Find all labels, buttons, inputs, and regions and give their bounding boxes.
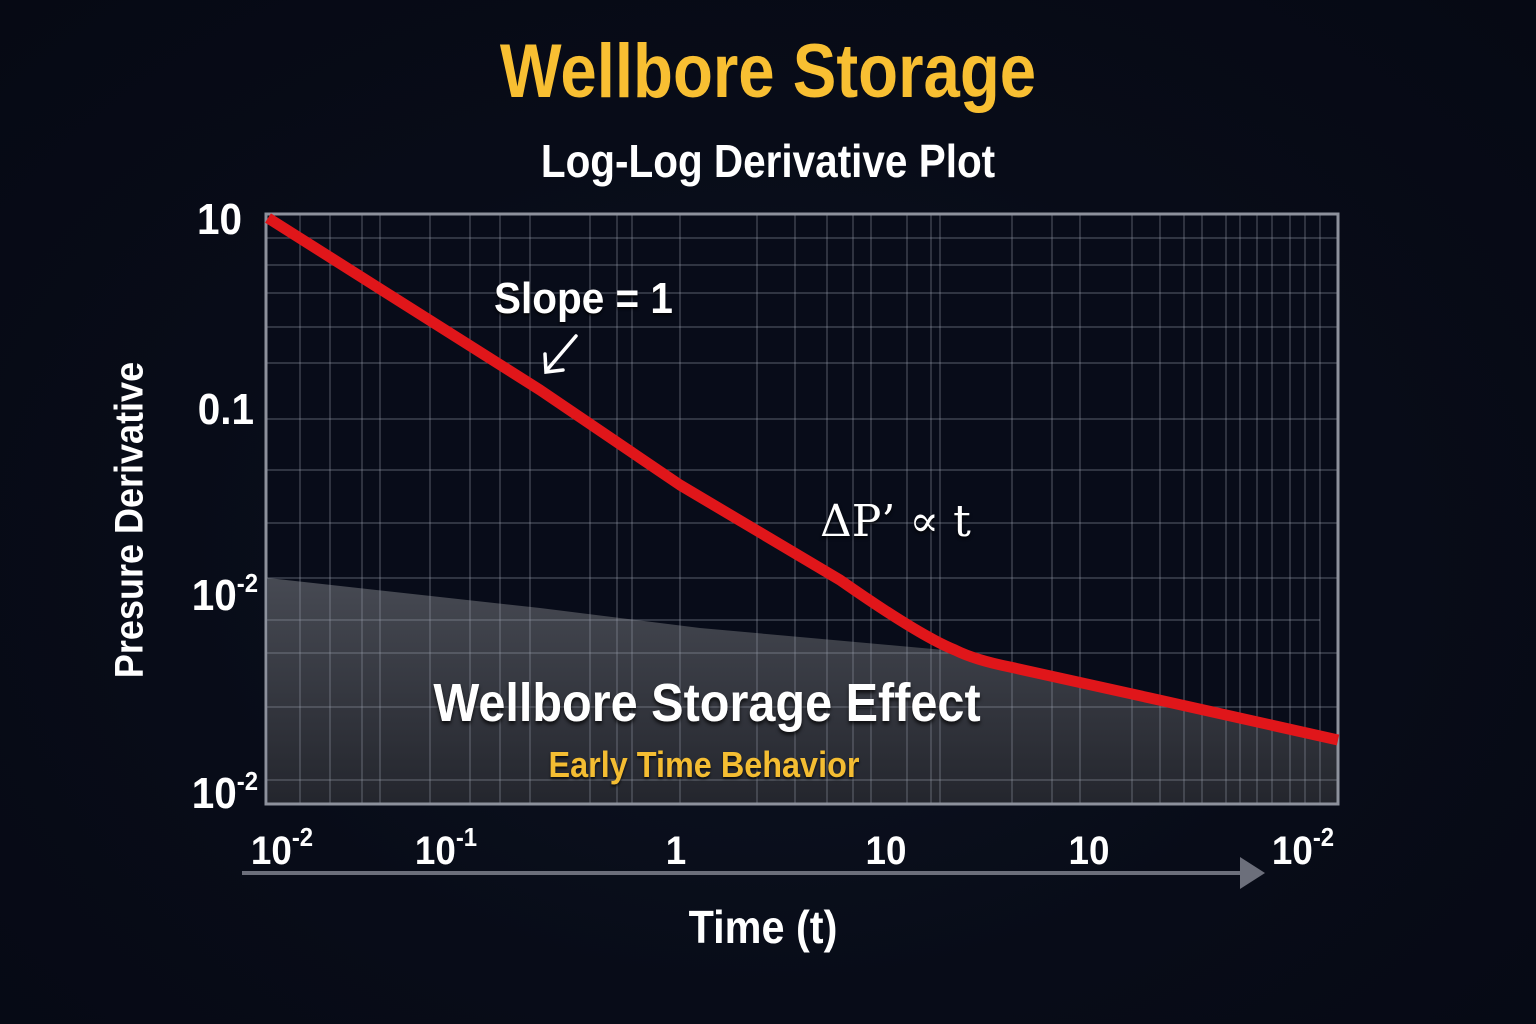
- chart-subtitle: Log-Log Derivative Plot: [540, 135, 996, 187]
- wellbore-storage-region: [268, 578, 1338, 804]
- time-axis-arrow: [242, 857, 1265, 889]
- x-tick-label: 10: [865, 829, 907, 873]
- y-tick-label: 10: [196, 195, 242, 244]
- x-tick-label: 10-2: [250, 822, 314, 873]
- slope-annotation: Slope = 1: [494, 274, 673, 323]
- arrow-down-left-icon: [543, 334, 578, 374]
- x-tick-label: 10-1: [414, 822, 478, 873]
- region-title: Wellbore Storage Effect: [433, 673, 981, 733]
- x-tick-label: 10: [1068, 829, 1110, 873]
- formula-annotation: ΔP’ ∝ t: [820, 496, 971, 547]
- x-tick-label: 10-2: [1271, 822, 1335, 873]
- chart-title: Wellbore Storage: [499, 29, 1037, 114]
- derivative-curve: [265, 213, 1340, 746]
- plot-frame: [264, 212, 1340, 806]
- x-axis-label: Time (t): [688, 901, 838, 953]
- y-tick-label: 10-2: [191, 568, 258, 620]
- y-tick-label: 0.1: [197, 385, 254, 434]
- region-subtitle: Early Time Behavior: [548, 744, 860, 785]
- x-tick-label: 1: [665, 829, 687, 873]
- y-tick-label: 10-2: [191, 766, 258, 818]
